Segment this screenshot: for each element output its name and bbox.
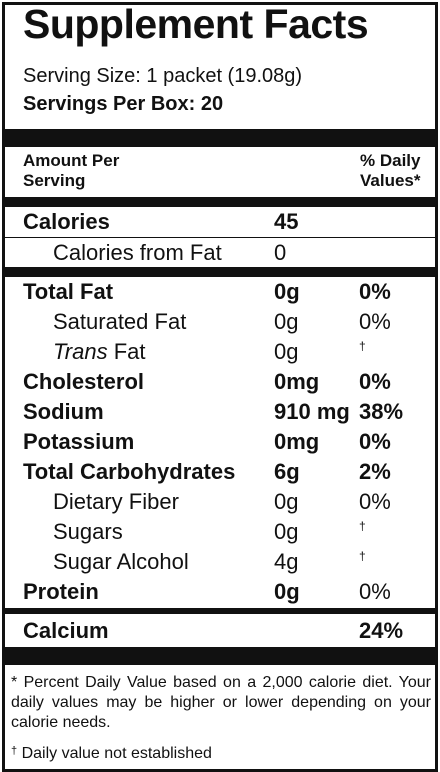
- nutrient-row-sugars: Sugars 0g †: [5, 517, 435, 547]
- row-daily-value: †: [359, 339, 366, 353]
- row-label: Calcium: [23, 618, 109, 643]
- row-daily-value: 0%: [359, 429, 391, 454]
- row-daily-value: 0%: [359, 579, 391, 604]
- row-label: Calories from Fat: [53, 240, 222, 265]
- row-daily-value: †: [359, 519, 366, 533]
- nutrient-row-calcium: Calcium 24%: [5, 616, 435, 646]
- row-label: Saturated Fat: [53, 309, 187, 334]
- row-amount: 0g: [274, 489, 299, 514]
- row-daily-value: 0%: [359, 309, 391, 334]
- row-label: Calories: [23, 209, 110, 234]
- row-daily-value: 0%: [359, 489, 391, 514]
- row-label: Cholesterol: [23, 369, 145, 394]
- row-amount: 6g: [274, 459, 300, 484]
- row-amount: 0g: [274, 279, 300, 304]
- nutrient-row-total-carbohydrates: Total Carbohydrates 6g 2%: [5, 457, 435, 487]
- footnote-not-established: † Daily value not established: [11, 745, 212, 762]
- row-amount: 0g: [274, 339, 299, 364]
- nutrient-row-dietary-fiber: Dietary Fiber 0g 0%: [5, 487, 435, 517]
- divider: [5, 237, 435, 238]
- amount-per-serving-header: Amount Per Serving: [23, 151, 120, 190]
- nutrient-row-saturated-fat: Saturated Fat 0g 0%: [5, 307, 435, 337]
- row-amount: 0g: [274, 579, 300, 604]
- row-amount: 910 mg: [274, 399, 350, 424]
- row-amount: 0mg: [274, 429, 320, 454]
- row-label: Sugar Alcohol: [53, 549, 189, 574]
- thick-divider: [5, 129, 435, 147]
- nutrient-row-potassium: Potassium 0mg 0%: [5, 427, 435, 457]
- row-amount: 0g: [274, 309, 299, 334]
- nutrient-row-sodium: Sodium 910 mg 38%: [5, 397, 435, 427]
- footnote-daily-value: * Percent Daily Value based on a 2,000 c…: [11, 674, 431, 731]
- servings-per-box: Servings Per Box: 20: [23, 93, 224, 115]
- row-label: Total Fat: [23, 279, 114, 304]
- row-amount: 45: [274, 209, 299, 234]
- nutrient-row-trans-fat: Trans Fat 0g †: [5, 337, 435, 367]
- row-daily-value: 2%: [359, 459, 391, 484]
- nutrient-row-calories: Calories 45: [5, 207, 435, 237]
- row-daily-value: †: [359, 549, 366, 563]
- nutrient-row-total-fat: Total Fat 0g 0%: [5, 277, 435, 307]
- row-amount: 0: [274, 240, 287, 265]
- thick-divider: [5, 197, 435, 207]
- row-label: Sodium: [23, 399, 104, 424]
- serving-size: Serving Size: 1 packet (19.08g): [23, 65, 303, 87]
- row-label: Total Carbohydrates: [23, 459, 236, 484]
- nutrient-row-sugar-alcohol: Sugar Alcohol 4g †: [5, 547, 435, 577]
- row-label: Sugars: [53, 519, 123, 544]
- row-label: Trans Fat: [53, 339, 146, 364]
- thick-divider: [5, 608, 435, 614]
- row-label: Dietary Fiber: [53, 489, 179, 514]
- nutrient-row-cholesterol: Cholesterol 0mg 0%: [5, 367, 435, 397]
- nutrient-row-calories-from-fat: Calories from Fat 0: [5, 238, 435, 268]
- row-amount: 0g: [274, 519, 299, 544]
- daily-values-header: % Daily Values*: [360, 151, 421, 190]
- panel-title: Supplement Facts: [23, 1, 369, 47]
- row-daily-value: 24%: [359, 618, 404, 643]
- row-amount: 0mg: [274, 369, 320, 394]
- row-daily-value: 0%: [359, 369, 391, 394]
- row-daily-value: 0%: [359, 279, 391, 304]
- row-daily-value: 38%: [359, 399, 404, 424]
- thick-divider: [5, 267, 435, 277]
- row-amount: 4g: [274, 549, 299, 574]
- row-label: Potassium: [23, 429, 135, 454]
- row-label: Protein: [23, 579, 99, 604]
- nutrient-row-protein: Protein 0g 0%: [5, 577, 435, 607]
- thick-divider: [5, 647, 435, 665]
